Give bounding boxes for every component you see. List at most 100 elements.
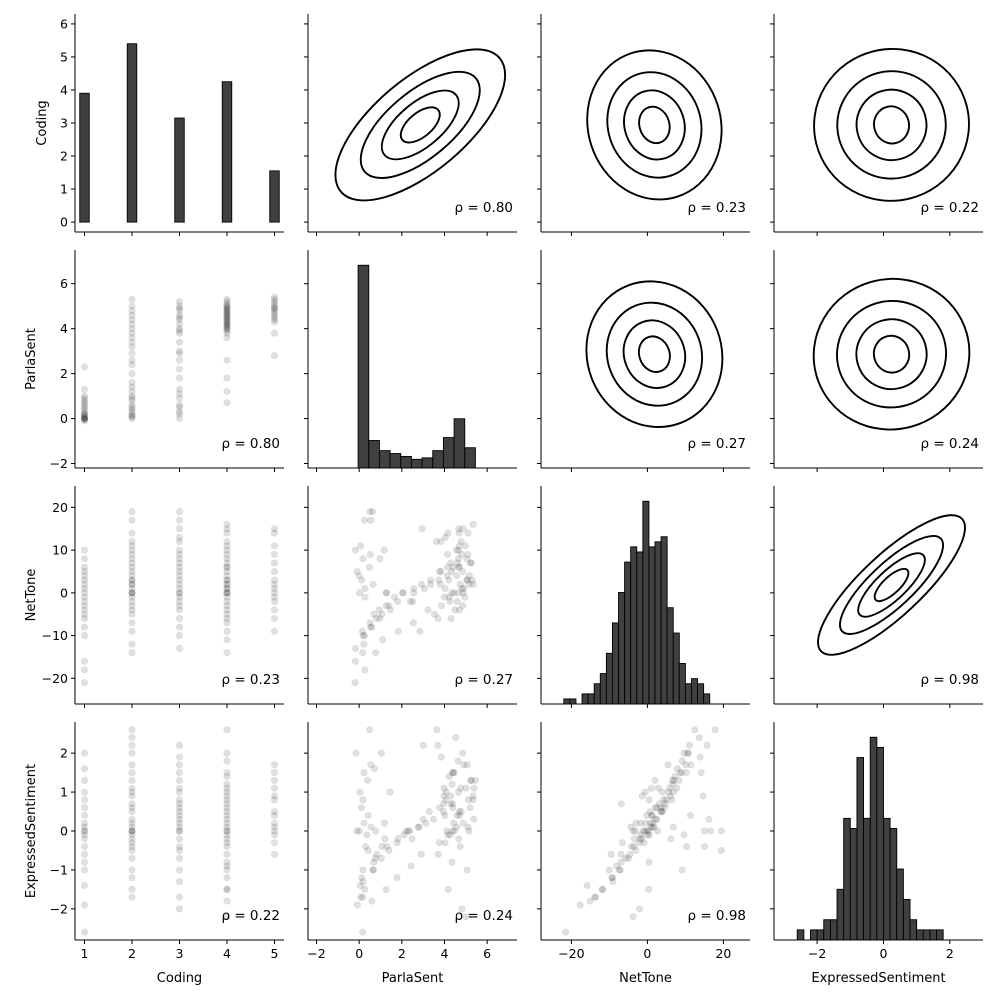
scatter-point xyxy=(680,749,688,757)
scatter-point xyxy=(364,811,372,820)
scatter-point xyxy=(655,800,663,808)
scatter-point xyxy=(359,796,367,804)
scatter-point xyxy=(175,827,184,835)
scatter-point xyxy=(361,666,369,674)
scatter-point xyxy=(459,602,467,610)
scatter-point xyxy=(128,320,136,328)
scatter-point xyxy=(270,811,279,820)
scatter-point xyxy=(128,572,136,580)
scatter-point xyxy=(409,597,417,606)
scatter-point xyxy=(128,589,136,597)
scatter-point xyxy=(650,823,658,831)
scatter-point xyxy=(361,842,370,851)
scatter-point xyxy=(223,311,231,319)
scatter-point xyxy=(453,572,461,580)
scatter-point xyxy=(80,414,89,423)
histogram-bar xyxy=(624,561,632,705)
scatter-point xyxy=(351,644,360,653)
scatter-point xyxy=(449,804,457,812)
scatter-point xyxy=(80,901,89,909)
scatter-point xyxy=(175,307,184,315)
scatter-point xyxy=(223,520,231,529)
scatter-point xyxy=(636,835,644,843)
scatter-point xyxy=(452,546,461,554)
scatter-point xyxy=(128,378,136,387)
scatter-point xyxy=(80,788,89,796)
scatter-point xyxy=(382,589,391,597)
scatter-point xyxy=(223,304,231,313)
scatter-point xyxy=(463,576,471,584)
scatter-point xyxy=(717,827,725,835)
scatter-point xyxy=(128,516,136,524)
y-axis-label-coding: Coding xyxy=(35,100,50,145)
scatter-point xyxy=(609,878,617,886)
kde-contour xyxy=(813,48,970,202)
scatter-point xyxy=(80,401,89,409)
scatter-point xyxy=(617,800,625,808)
scatter-point xyxy=(373,850,381,858)
scatter-point xyxy=(223,580,231,588)
scatter-point xyxy=(658,788,666,796)
scatter-point xyxy=(458,584,466,593)
scatter-point xyxy=(360,516,369,524)
scatter-point xyxy=(175,572,184,580)
scatter-point xyxy=(175,408,184,416)
scatter-point xyxy=(638,835,646,843)
scatter-point xyxy=(175,508,184,516)
histogram-bar xyxy=(902,899,911,941)
scatter-point xyxy=(175,644,184,653)
scatter-point xyxy=(378,842,386,851)
scatter-point xyxy=(415,823,423,831)
scatter-point xyxy=(356,881,364,890)
scatter-point xyxy=(128,356,136,364)
scatter-point xyxy=(385,846,393,855)
scatter-point xyxy=(223,772,231,781)
scatter-point xyxy=(434,741,442,749)
scatter-point xyxy=(370,765,379,773)
panel-expressedsentiment-vs-parlasent: −2 0 2 4 6 ρ = 0.24 xyxy=(304,722,517,961)
scatter-point xyxy=(223,567,231,576)
correlation-label: ρ = 0.22 xyxy=(920,200,979,216)
scatter-point xyxy=(437,567,445,576)
scatter-point xyxy=(442,788,450,796)
scatter-point xyxy=(386,788,394,796)
histogram-bar xyxy=(666,607,674,705)
scatter-point xyxy=(393,839,401,847)
scatter-point xyxy=(371,854,379,862)
scatter-point xyxy=(223,796,231,804)
scatter-point xyxy=(80,928,89,936)
x-tick-label: 2 xyxy=(946,946,954,961)
scatter-point xyxy=(175,576,184,584)
scatter-point xyxy=(175,878,184,886)
scatter-point xyxy=(675,776,683,784)
scatter-point xyxy=(128,788,136,796)
scatter-point xyxy=(223,815,231,823)
scatter-point xyxy=(670,776,678,784)
scatter-point xyxy=(223,597,231,606)
scatter-point xyxy=(128,537,136,546)
scatter-point xyxy=(175,866,184,874)
scatter-point xyxy=(223,374,231,382)
scatter-point xyxy=(223,580,231,588)
scatter-point xyxy=(361,593,369,601)
scatter-point xyxy=(175,555,184,563)
scatter-point xyxy=(270,550,279,558)
kde-contour xyxy=(605,301,704,407)
scatter-point xyxy=(678,769,686,777)
scatter-point xyxy=(80,417,89,425)
scatter-point xyxy=(80,363,89,371)
scatter-point xyxy=(270,819,279,827)
scatter-point xyxy=(80,610,89,618)
y-tick-label: −20 xyxy=(42,671,68,686)
x-axis-label-expressedsentiment: ExpressedSentiment xyxy=(811,971,945,986)
kde-contour xyxy=(586,49,723,201)
scatter-point xyxy=(382,589,390,597)
scatter-point xyxy=(467,559,475,567)
scatter-point xyxy=(696,753,704,761)
scatter-point xyxy=(448,567,456,576)
scatter-point xyxy=(432,537,441,546)
scatter-point xyxy=(470,815,478,823)
correlation-label: ρ = 0.23 xyxy=(687,200,746,216)
scatter-point xyxy=(441,839,449,847)
scatter-point xyxy=(175,537,184,546)
